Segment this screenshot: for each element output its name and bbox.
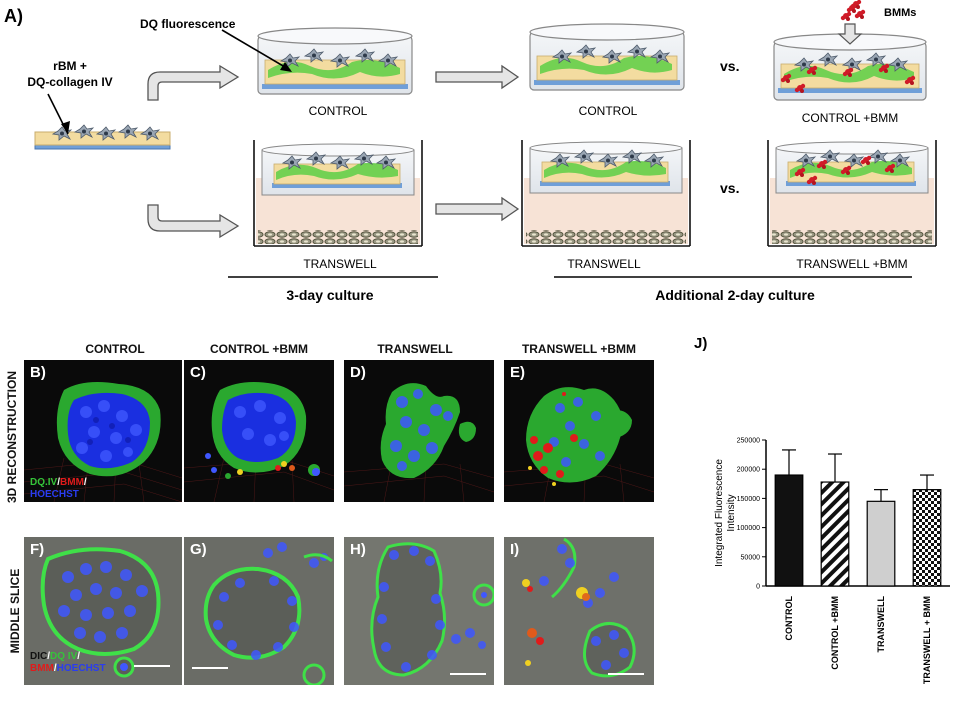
bar-1 <box>774 474 804 587</box>
legend-bmm: BMM <box>60 477 84 488</box>
micrograph-g: G) <box>184 537 334 685</box>
transwell-bmm <box>767 140 937 247</box>
micrograph-b: B) DQ.IV/BMM/ HOECHST <box>24 360 182 502</box>
scale-bar-i <box>608 673 644 675</box>
col-header-transwell: TRANSWELL <box>377 342 453 356</box>
legend-slice-sep-3: / <box>53 663 57 674</box>
micrograph-i: I) <box>504 537 654 685</box>
dq-fluorescence-label: DQ fluorescence <box>140 17 236 31</box>
legend-hoechst: HOECHST <box>30 489 79 500</box>
row-label-middle-slice: MIDDLE SLICE <box>8 568 22 654</box>
legend-dic: DIC <box>30 651 48 662</box>
label-transwell-bmm: TRANSWELL +BMM <box>796 257 907 271</box>
y-axis-label-line1: Integrated Fluorescence <box>714 459 725 567</box>
scale-bar-h <box>450 673 486 675</box>
bar-4 <box>912 489 942 587</box>
panel-label-h: H) <box>350 541 366 558</box>
label-control-bmm: CONTROL +BMM <box>802 111 899 125</box>
label-control-1: CONTROL <box>309 104 368 118</box>
x-tick-label: CONTROL <box>784 596 794 641</box>
schematic-svg: A) rBM + DQ-collagen IV DQ fluorescence … <box>4 0 937 303</box>
y-tick-label: 200000 <box>737 467 760 474</box>
label-2day-culture: Additional 2-day culture <box>655 287 815 303</box>
initial-sample <box>34 124 171 150</box>
bmm-cluster-icon <box>840 0 866 21</box>
legend-sep-2: / <box>83 477 87 488</box>
panel-j-label: J) <box>694 335 707 352</box>
label-transwell-2: TRANSWELL <box>567 257 641 271</box>
bar-2 <box>820 481 850 587</box>
legend-sep-1: / <box>57 477 61 488</box>
legend-3d: DQ.IV/BMM/ HOECHST <box>30 477 87 501</box>
scale-bar-f <box>134 665 170 667</box>
dish-control-2 <box>529 23 685 91</box>
legend-slice-dq: DQ IV <box>50 651 78 662</box>
dq-pointer <box>221 29 291 71</box>
col-header-control: CONTROL <box>85 342 145 356</box>
label-control-2: CONTROL <box>579 104 638 118</box>
bmms-label: BMMs <box>884 7 916 19</box>
panel-label-i: I) <box>510 541 520 558</box>
dish-control-bmm <box>773 33 927 101</box>
y-tick-label: 100000 <box>737 525 760 532</box>
rbm-label-line1: rBM + <box>53 59 87 73</box>
x-tick-label: TRANSWELL + BMM <box>922 596 932 684</box>
col-header-control-bmm: CONTROL +BMM <box>209 342 309 356</box>
y-tick-label: 150000 <box>737 496 760 503</box>
transwell-2 <box>521 140 691 247</box>
y-tick-label: 250000 <box>737 438 760 445</box>
bar-chart-j: J) 0 50000 100000 150000 200000 250000 CONTRO… <box>694 335 950 684</box>
panel-a-label: A) <box>4 6 23 26</box>
bmm-down-arrow <box>837 23 863 45</box>
transwell-1 <box>253 140 423 247</box>
y-tick-label: 0 <box>756 584 760 591</box>
x-tick-label: TRANSWELL <box>876 596 886 653</box>
legend-slice-bmm: BMM <box>30 663 54 674</box>
dish-control-1 <box>257 27 413 95</box>
micrograph-e: E) <box>504 360 654 502</box>
x-tick-label: CONTROL +BMM <box>830 596 840 670</box>
panel-label-d: D) <box>350 364 366 381</box>
y-axis-label-line2: Intensity <box>726 494 737 531</box>
panel-label-c: C) <box>190 364 206 381</box>
label-3day-culture: 3-day culture <box>286 287 373 303</box>
legend-slice: DIC/DQ IV/ BMM/HOECHST <box>30 651 106 675</box>
panel-label-e: E) <box>510 364 525 381</box>
bent-arrow-bottom <box>147 204 240 239</box>
legend-slice-sep-2: / <box>77 651 81 662</box>
col-header-transwell-bmm: TRANSWELL +BMM <box>521 342 637 356</box>
vs-label-top: vs. <box>720 58 739 74</box>
label-transwell-1: TRANSWELL <box>303 257 377 271</box>
micrograph-f: F) DIC/DQ IV/ BMM/HOECHST <box>24 537 182 685</box>
legend-slice-hoechst: HOECHST <box>56 663 106 674</box>
bar-3 <box>866 500 896 587</box>
arrow-top-middle <box>435 64 520 90</box>
row-label-3d-reconstruction: 3D RECONSTRUCTION <box>5 371 19 504</box>
rbm-label-line2: DQ-collagen IV <box>27 75 112 89</box>
legend-dq: DQ.IV <box>30 477 58 488</box>
arrow-bottom-middle <box>435 196 520 222</box>
legend-slice-sep-1: / <box>47 651 51 662</box>
panel-label-f: F) <box>30 541 45 558</box>
scale-bar-g <box>192 667 228 669</box>
panel-label-g: G) <box>190 541 207 558</box>
vs-label-bottom: vs. <box>720 180 739 196</box>
panel-label-b: B) <box>30 364 46 381</box>
micrograph-d: D) <box>344 360 494 502</box>
micrograph-c: C) <box>184 360 334 502</box>
y-axis-label: Integrated FluorescenceIntensity <box>714 459 737 567</box>
micrograph-h: H) <box>344 537 494 685</box>
bent-arrow-top <box>147 64 240 101</box>
y-tick-label: 50000 <box>741 554 761 561</box>
